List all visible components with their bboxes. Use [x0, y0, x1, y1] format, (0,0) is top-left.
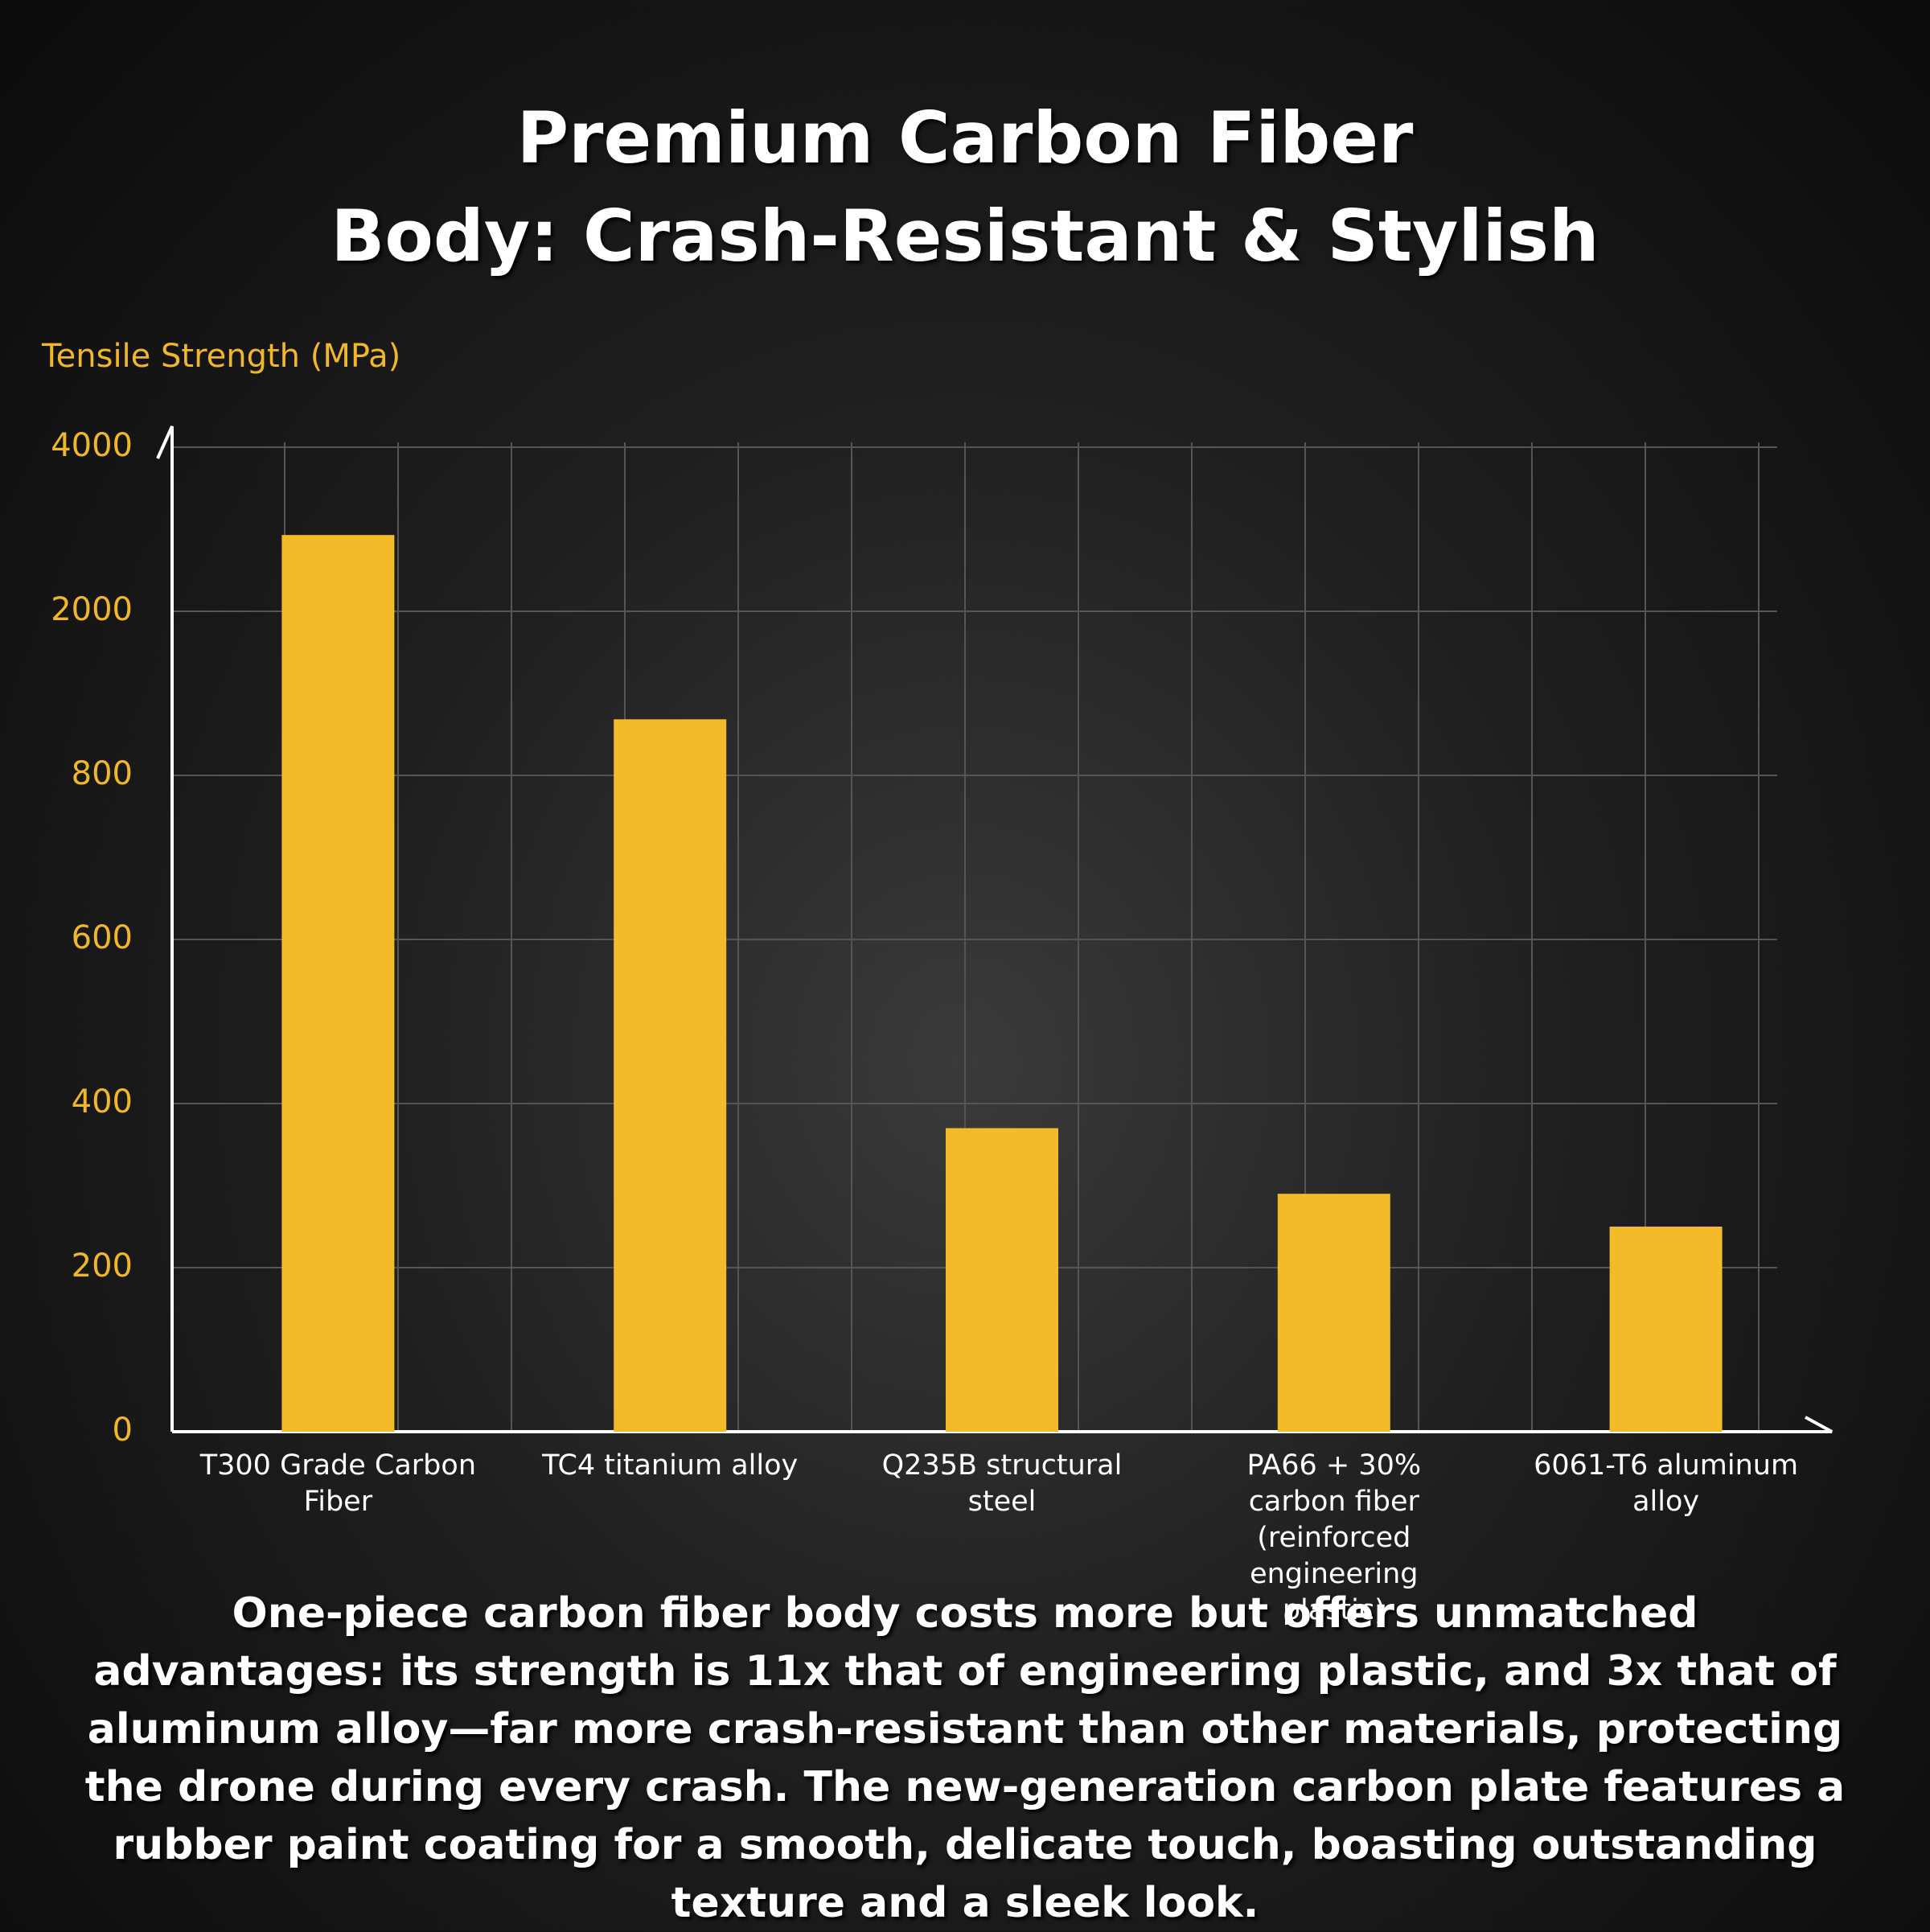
x-tick-label: PA66 + 30% carbon fiber (reinforced engi… — [1246, 1449, 1422, 1626]
bar — [614, 719, 727, 1432]
x-tick-label: Q235B structural steel — [881, 1449, 1123, 1518]
y-tick-label: 0 — [113, 1412, 133, 1449]
bar — [281, 535, 395, 1432]
x-tick-label: TC4 titanium alloy — [542, 1449, 799, 1482]
bar — [1277, 1194, 1390, 1432]
chart-title: Body: Crash-Resistant & Stylish — [331, 195, 1599, 277]
y-tick-label: 400 — [72, 1083, 133, 1120]
x-tick-label: T300 Grade Carbon Fiber — [199, 1449, 476, 1518]
y-tick-label: 800 — [72, 755, 133, 792]
bar — [946, 1128, 1058, 1432]
y-axis — [156, 425, 174, 1432]
y-tick-label: 2000 — [51, 591, 133, 628]
caption: One-piece carbon fiber body costs more b… — [84, 1589, 1846, 1927]
bar — [1609, 1227, 1723, 1432]
x-tick-label: 6061-T6 aluminum alloy — [1534, 1449, 1799, 1518]
y-tick-label: 200 — [72, 1248, 133, 1285]
y-tick-label: 4000 — [51, 427, 133, 464]
chart-title: Premium Carbon Fiber — [516, 97, 1414, 179]
y-tick-label: 600 — [72, 919, 133, 956]
y-axis-label: Tensile Strength (MPa) — [42, 338, 401, 375]
